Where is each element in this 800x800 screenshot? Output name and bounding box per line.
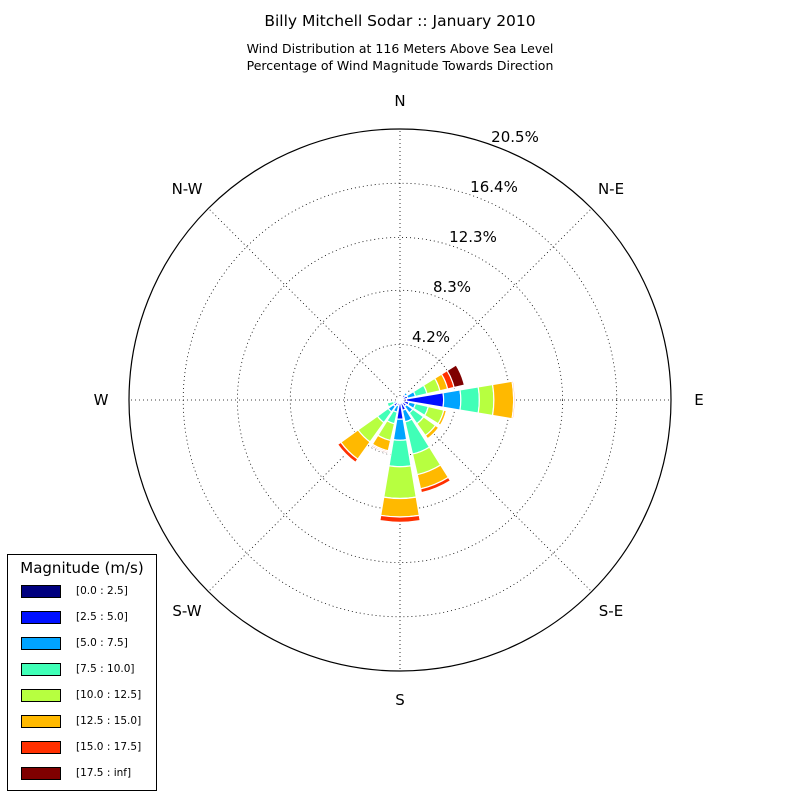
wind-bar-segment-10-6 bbox=[336, 441, 359, 464]
outer-ring bbox=[128, 128, 672, 672]
legend-swatch bbox=[21, 585, 61, 598]
legend-item: [10.0 : 12.5] bbox=[8, 687, 156, 713]
wind-bar-segment-5-5 bbox=[437, 409, 448, 427]
legend-label: [17.5 : inf] bbox=[76, 767, 132, 779]
direction-label-n-w: N-W bbox=[172, 180, 203, 198]
legend-title: Magnitude (m/s) bbox=[20, 559, 144, 577]
legend-item: [17.5 : inf] bbox=[8, 765, 156, 791]
legend-item: [15.0 : 17.5] bbox=[8, 739, 156, 765]
legend-label: [7.5 : 10.0] bbox=[76, 663, 135, 675]
legend-item: [7.5 : 10.0] bbox=[8, 661, 156, 687]
legend-swatch bbox=[21, 611, 61, 624]
wind-bar-segment-11-3 bbox=[386, 400, 396, 408]
legend-swatch bbox=[21, 637, 61, 650]
legend-swatch bbox=[21, 741, 61, 754]
axis-labels: 4.2% 8.3% 12.3% 16.4% 20.5% N N-E E S-E S S-W W N-W bbox=[94, 92, 704, 709]
direction-label-e: E bbox=[694, 391, 703, 409]
wind-bars bbox=[336, 364, 516, 523]
legend-label: [15.0 : 17.5] bbox=[76, 741, 142, 753]
wind-bar-segment-4-3 bbox=[459, 386, 480, 414]
legend-label: [10.0 : 12.5] bbox=[76, 689, 142, 701]
direction-label-w: W bbox=[94, 391, 109, 409]
radial-tick-label: 8.3% bbox=[433, 278, 471, 296]
wind-bar-segment-8-6 bbox=[379, 514, 421, 523]
wind-bar-segment-4-4 bbox=[477, 383, 495, 417]
direction-label-s-w: S-W bbox=[172, 602, 201, 620]
radial-tick-label: 4.2% bbox=[412, 328, 450, 346]
wind-bar-segment-4-6 bbox=[511, 380, 516, 420]
radial-tick-label: 20.5% bbox=[491, 128, 539, 146]
radial-tick-label: 16.4% bbox=[470, 178, 518, 196]
legend: Magnitude (m/s) [0.0 : 2.5] [2.5 : 5.0] [5… bbox=[7, 554, 157, 791]
direction-label-s-e: S-E bbox=[599, 602, 623, 620]
legend-swatch bbox=[21, 767, 61, 780]
direction-label-n: N bbox=[394, 92, 405, 110]
legend-item: [12.5 : 15.0] bbox=[8, 713, 156, 739]
wind-bar-segment-8-4 bbox=[383, 465, 417, 500]
wind-bar-segment-7-6 bbox=[419, 476, 452, 494]
radial-tick-label: 12.3% bbox=[449, 228, 497, 246]
direction-label-s: S bbox=[395, 691, 405, 709]
wind-bar-segment-6-5 bbox=[424, 424, 440, 440]
legend-label: [12.5 : 15.0] bbox=[76, 715, 142, 727]
direction-label-n-e: N-E bbox=[598, 180, 624, 198]
chart-subtitle-line-2: Percentage of Wind Magnitude Towards Dir… bbox=[246, 58, 554, 73]
legend-item: [5.0 : 7.5] bbox=[8, 635, 156, 661]
legend-swatch bbox=[21, 689, 61, 702]
legend-label: [5.0 : 7.5] bbox=[76, 637, 128, 649]
legend-items: [0.0 : 2.5] [2.5 : 5.0] [5.0 : 7.5] [7.5 : … bbox=[8, 583, 156, 791]
grid-ring bbox=[182, 182, 618, 618]
wind-bar-segment-4-2 bbox=[442, 389, 462, 411]
wind-bar-segment-4-5 bbox=[491, 380, 515, 420]
wind-bar-segment-8-3 bbox=[388, 439, 412, 468]
wind-bar-segment-3-7 bbox=[446, 364, 466, 389]
chart-subtitle-line-1: Wind Distribution at 116 Meters Above Se… bbox=[246, 41, 554, 56]
legend-item: [0.0 : 2.5] bbox=[8, 583, 156, 609]
legend-swatch bbox=[21, 663, 61, 676]
chart-title: Billy Mitchell Sodar :: January 2010 bbox=[264, 12, 536, 30]
legend-swatch bbox=[21, 715, 61, 728]
legend-label: [2.5 : 5.0] bbox=[76, 611, 128, 623]
legend-label: [0.0 : 2.5] bbox=[76, 585, 128, 597]
grid-ring bbox=[236, 236, 564, 564]
wind-bar-segment-8-5 bbox=[379, 496, 421, 518]
spoke-n-w bbox=[208, 208, 401, 401]
legend-item: [2.5 : 5.0] bbox=[8, 609, 156, 635]
wind-bar-segment-9-7 bbox=[370, 444, 389, 455]
